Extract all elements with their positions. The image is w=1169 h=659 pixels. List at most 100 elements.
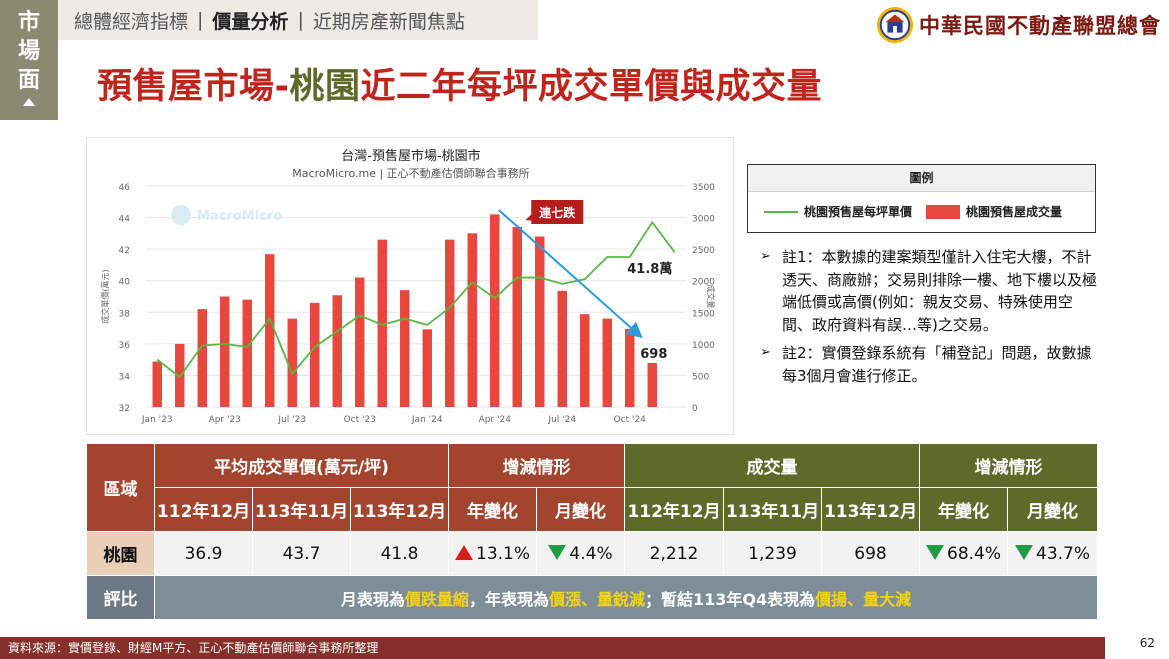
volume-bar xyxy=(197,309,207,407)
combo-chart: 台灣-預售屋市場-桃園市 MacroMicro.me | 正心不動產估價師聯合事務… xyxy=(100,148,716,425)
arrow-bullet-icon: ➢ xyxy=(760,345,771,360)
legend-line-label: 桃園預售屋每坪單價 xyxy=(804,205,913,219)
volume-bar xyxy=(265,254,275,407)
legend-title: 圖例 xyxy=(748,165,1095,192)
right-tick-label: 2000 xyxy=(692,278,715,288)
nav-item-price-volume[interactable]: 價量分析 xyxy=(212,10,289,33)
section-tag-char: 市 xyxy=(17,10,40,35)
eval-text: ；暫結113年Q4表現為 xyxy=(644,589,816,609)
volume-bar xyxy=(355,277,365,407)
note-text: 註2：實價登錄系統有「補登記」問題，故數據每3個月會進行修正。 xyxy=(782,344,1092,385)
eval-highlight: 價揚、量大減 xyxy=(815,589,912,609)
left-tick-label: 32 xyxy=(119,404,130,414)
down-triangle-icon xyxy=(926,544,945,560)
downtrend-arrow xyxy=(498,209,643,339)
right-axis-label: 成交量 xyxy=(706,285,716,309)
page-title: 預售屋市場-桃園近二年每坪成交單價與成交量 xyxy=(97,58,822,109)
left-tick-label: 34 xyxy=(119,372,131,382)
volume-year-change: 68.4% xyxy=(919,531,1009,576)
x-tick-label: Jan '24 xyxy=(411,415,443,425)
x-tick-label: Jul '24 xyxy=(547,415,576,425)
note-item: ➢ 註2：實價登錄系統有「補登記」問題，故數據每3個月會進行修正。 xyxy=(760,342,1100,387)
left-tick-label: 40 xyxy=(119,278,131,288)
evaluation-label: 評比 xyxy=(86,575,155,620)
volume-bar xyxy=(625,328,635,407)
change-col-header: 月變化 xyxy=(536,487,626,532)
volume-bar xyxy=(242,299,252,407)
volume-bar xyxy=(602,318,612,407)
volume-bar xyxy=(287,318,297,407)
legend-bar-label: 桃園預售屋成交量 xyxy=(966,205,1063,219)
volume-bar xyxy=(422,329,432,407)
legend-entries: 桃園預售屋每坪單價 桃園預售屋成交量 xyxy=(748,192,1095,220)
right-tick-label: 1500 xyxy=(692,309,715,319)
x-tick-label: Oct '24 xyxy=(614,415,647,425)
volume-year-change-value: 68.4% xyxy=(947,543,1002,564)
right-tick-label: 2500 xyxy=(692,246,715,256)
volume-header: 成交量 xyxy=(624,443,921,488)
arrow-bullet-icon: ➢ xyxy=(760,249,771,264)
down-triangle-icon xyxy=(548,544,567,560)
volume-cell: 698 xyxy=(821,531,921,576)
up-arrow-icon xyxy=(23,98,35,106)
left-axis-label: 成交單價(萬元) xyxy=(100,269,110,323)
chart-title: 台灣-預售屋市場-桃園市 xyxy=(341,148,480,164)
watermark-text: MacroMicro xyxy=(197,209,282,224)
section-tag-char: 面 xyxy=(17,68,40,93)
org-name: 中華民國不動產聯盟總會 xyxy=(919,13,1161,38)
nav-separator: | xyxy=(297,9,304,31)
volume-bar xyxy=(152,361,162,407)
right-tick-label: 3000 xyxy=(692,215,715,225)
left-tick-label: 38 xyxy=(119,309,131,319)
volume-bar xyxy=(332,295,342,407)
right-tick-label: 500 xyxy=(692,372,709,382)
note-item: ➢ 註1：本數據的建案類型僅計入住宅大樓，不計透天、商廠辦；交易則排除一樓、地下… xyxy=(760,246,1100,336)
summary-table: 區域 平均成交單價(萬元/坪) 增減情形 成交量 增減情形 112年12月 11… xyxy=(86,443,1099,620)
x-tick-label: Apr '23 xyxy=(209,415,241,425)
volume-cell: 1,239 xyxy=(723,531,823,576)
price-header: 平均成交單價(萬元/坪) xyxy=(153,443,450,488)
price-month-change-value: 4.4% xyxy=(569,543,613,564)
volume-bar xyxy=(467,233,477,407)
legend-bar-swatch xyxy=(926,204,961,219)
change-col-header: 年變化 xyxy=(919,487,1009,532)
legend-panel: 圖例 桃園預售屋每坪單價 桃園預售屋成交量 xyxy=(747,164,1096,233)
table-row: 桃園 36.9 43.7 41.8 13.1% 4.4% 2,212 1,239… xyxy=(86,531,1099,576)
section-tag-char: 場 xyxy=(17,39,40,64)
region-cell: 桃園 xyxy=(86,531,155,576)
price-change-header: 增減情形 xyxy=(448,443,626,488)
nav-item-news[interactable]: 近期房產新聞焦點 xyxy=(312,10,465,33)
period-header: 112年12月 xyxy=(154,487,253,532)
org-brand: 中華民國不動產聯盟總會 xyxy=(876,6,1161,44)
notes: ➢ 註1：本數據的建案類型僅計入住宅大樓，不計透天、商廠辦；交易則排除一樓、地下… xyxy=(760,246,1100,393)
nav-separator: | xyxy=(197,9,204,31)
volume-bar xyxy=(220,296,230,407)
price-year-change: 13.1% xyxy=(448,531,538,576)
top-nav: 總體經濟指標 | 價量分析 | 近期房產新聞焦點 xyxy=(58,0,538,40)
title-part: 預售屋市場- xyxy=(97,67,290,107)
volume-value-label: 698 xyxy=(640,347,667,362)
nav-item-macro[interactable]: 總體經濟指標 xyxy=(74,10,189,33)
price-month-change: 4.4% xyxy=(536,531,626,576)
volume-bar xyxy=(535,236,545,407)
change-col-header: 年變化 xyxy=(448,487,538,532)
region-header: 區域 xyxy=(86,443,155,532)
title-region: 桃園 xyxy=(289,67,361,107)
evaluation-text: 月表現為價跌量縮，年表現為價漲、量銳減；暫結113年Q4表現為價揚、量大減 xyxy=(153,575,1099,620)
period-header: 112年12月 xyxy=(624,487,725,532)
volume-bar xyxy=(647,362,657,407)
period-header: 113年12月 xyxy=(821,487,921,532)
volume-bar xyxy=(557,290,567,407)
left-tick-label: 44 xyxy=(119,215,131,225)
page-number: 62 xyxy=(1139,636,1155,650)
eval-highlight: 價跌量縮 xyxy=(404,589,469,609)
left-tick-label: 42 xyxy=(119,246,130,256)
x-tick-label: Oct '23 xyxy=(344,415,376,425)
right-tick-label: 3500 xyxy=(692,183,715,193)
down-triangle-icon xyxy=(1015,544,1034,560)
price-value-label: 41.8萬 xyxy=(627,261,672,277)
x-tick-label: Apr '24 xyxy=(479,415,512,425)
volume-change-header: 增減情形 xyxy=(919,443,1099,488)
evaluation-row: 評比 月表現為價跌量縮，年表現為價漲、量銳減；暫結113年Q4表現為價揚、量大減 xyxy=(86,575,1099,620)
volume-bar xyxy=(580,314,590,407)
